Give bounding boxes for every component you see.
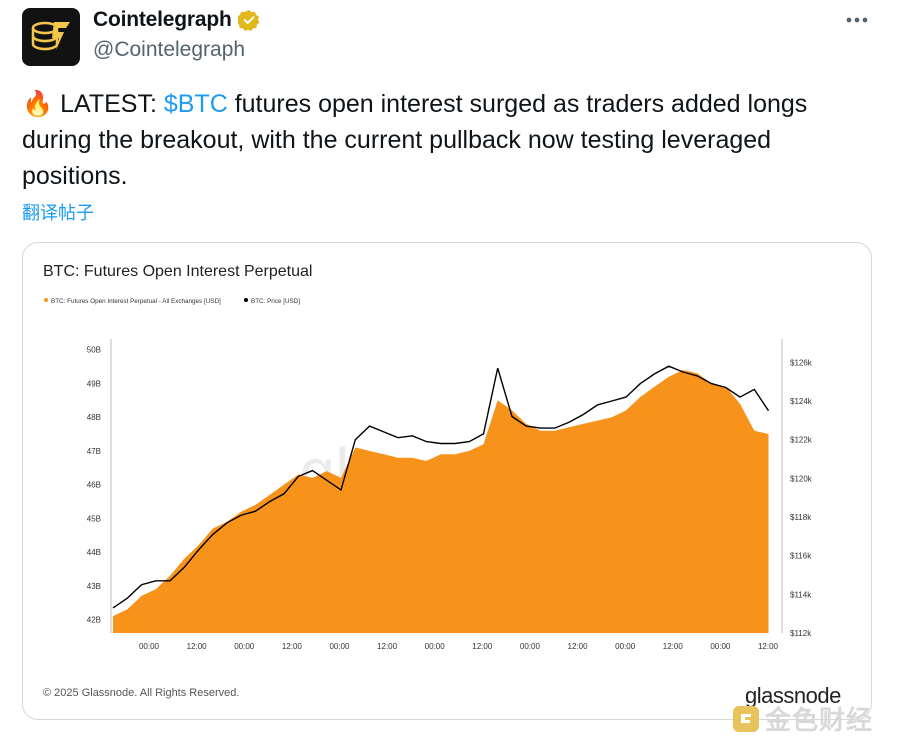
x-tick-label: 00:00 — [425, 642, 446, 651]
left-tick-label: 49B — [87, 379, 101, 388]
copyright-footer: © 2025 Glassnode. All Rights Reserved. — [43, 687, 240, 699]
price-line — [112, 365, 770, 609]
legend-label: BTC: Price [USD] — [251, 298, 300, 305]
chart-card[interactable]: glassnode 50B 49B 48B 47B 46B 45B 44B 43B 42B $12… — [22, 242, 872, 720]
x-tick-label: 12:00 — [568, 642, 589, 651]
x-tick-label: 12:00 — [377, 642, 398, 651]
jinse-watermark-text: 金色财经 — [765, 706, 874, 736]
x-tick-label: 00:00 — [710, 642, 731, 651]
chart-svg: glassnode 50B49B48B47B46B45B44B43B42B$12… — [44, 298, 813, 651]
jinse-logo-icon — [733, 705, 759, 732]
translate-post-link[interactable]: 翻译帖子 — [22, 203, 94, 224]
tweet-text: 🔥 LATEST: $BTC futures open interest sur… — [22, 86, 882, 194]
x-tick-label: 12:00 — [472, 642, 493, 651]
left-tick-label: 43B — [87, 582, 101, 591]
left-tick-label: 47B — [87, 447, 101, 456]
x-tick-label: 12:00 — [187, 642, 208, 651]
left-tick-label: 42B — [87, 616, 101, 625]
cointelegraph-logo-icon — [31, 21, 70, 51]
avatar[interactable] — [22, 8, 80, 66]
x-tick-label: 00:00 — [615, 642, 636, 651]
x-tick-label: 12:00 — [758, 642, 779, 651]
right-tick-label: $122k — [790, 436, 813, 445]
right-tick-label: $116k — [790, 552, 812, 561]
left-tick-label: 50B — [87, 346, 101, 355]
x-tick-label: 00:00 — [520, 642, 541, 651]
account-handle[interactable]: @Cointelegraph — [93, 38, 246, 61]
x-tick-label: 12:00 — [282, 642, 303, 651]
display-name[interactable]: Cointelegraph — [93, 8, 232, 31]
fire-emoji: 🔥 — [22, 90, 54, 118]
left-tick-label: 46B — [87, 481, 101, 490]
right-tick-label: $124k — [790, 397, 813, 406]
legend-label: BTC: Futures Open Interest Perpetual - A… — [51, 298, 221, 305]
right-tick-label: $118k — [790, 513, 812, 522]
left-tick-label: 44B — [87, 548, 101, 557]
right-tick-label: $112k — [790, 629, 812, 638]
right-tick-label: $126k — [790, 358, 813, 367]
chart-title: BTC: Futures Open Interest Perpetual — [43, 263, 313, 280]
cashtag-link[interactable]: $BTC — [163, 90, 228, 118]
legend-swatch — [44, 298, 48, 302]
right-tick-label: $114k — [790, 590, 812, 599]
right-tick-label: $120k — [790, 474, 813, 483]
glassnode-logo: glassnode — [745, 683, 841, 708]
tweet-body: futures open interest surged as traders … — [22, 90, 808, 190]
x-tick-label: 00:00 — [329, 642, 350, 651]
jinse-watermark: 金色财经 — [733, 700, 873, 737]
x-tick-label: 00:00 — [139, 642, 160, 651]
verified-badge-icon — [237, 10, 260, 31]
legend-swatch — [244, 298, 248, 302]
left-tick-label: 45B — [87, 514, 101, 523]
oi-area — [113, 370, 769, 633]
x-tick-label: 12:00 — [663, 642, 684, 651]
left-tick-label: 48B — [87, 413, 101, 422]
tweet-prefix: LATEST: — [60, 90, 164, 118]
x-tick-label: 00:00 — [234, 642, 255, 651]
more-options-icon[interactable] — [842, 10, 872, 30]
